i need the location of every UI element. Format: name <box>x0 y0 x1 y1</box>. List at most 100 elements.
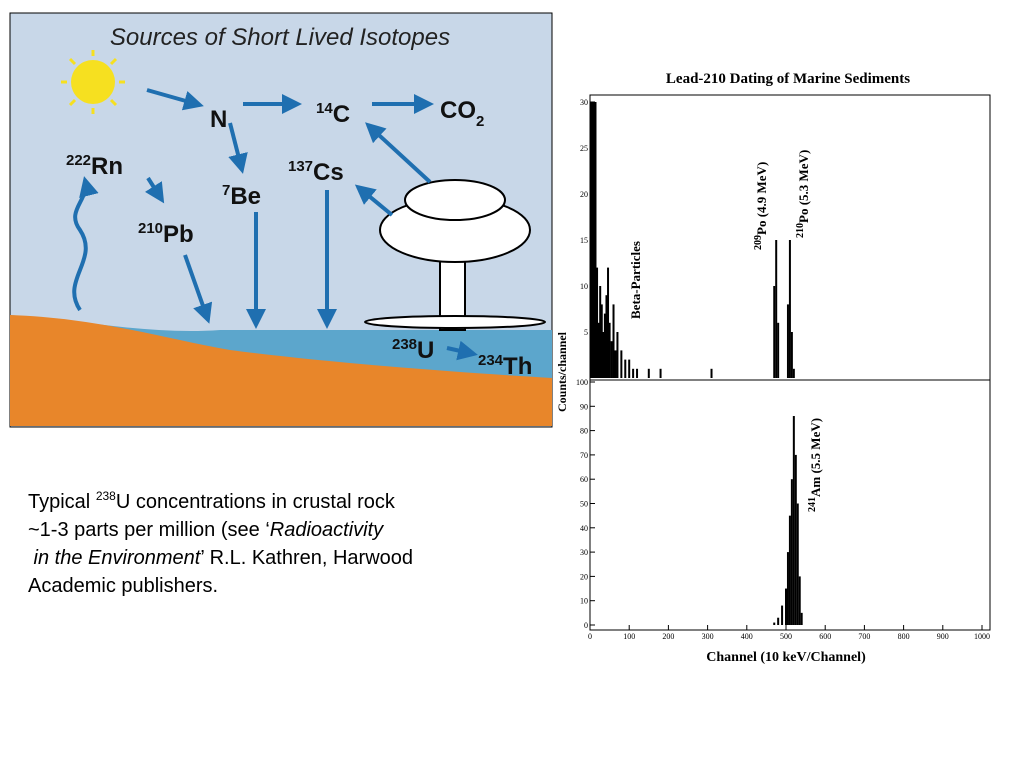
annotation: Beta-Particles <box>628 241 643 319</box>
bar <box>599 286 602 378</box>
bar <box>620 350 623 378</box>
y-tick-label: 80 <box>580 427 588 436</box>
land <box>10 315 552 426</box>
y-tick-label: 30 <box>580 548 588 557</box>
annotation: 210Po (5.3 MeV) <box>795 150 811 238</box>
bar <box>790 332 793 378</box>
y-tick-label: 90 <box>580 402 588 411</box>
node-label: 210Pb <box>138 220 194 248</box>
x-tick-label: 200 <box>662 632 674 641</box>
bar <box>792 416 795 625</box>
mass: 137 <box>288 158 313 175</box>
sun <box>71 60 115 104</box>
bar <box>785 588 787 625</box>
symbol: CO <box>440 97 476 124</box>
x-tick-label: 1000 <box>974 632 990 641</box>
bar <box>786 552 789 625</box>
mass: 238 <box>95 489 116 503</box>
node-label: 137Cs <box>288 158 344 186</box>
node-label: CO2 <box>440 97 484 130</box>
y-tick-label: 60 <box>580 475 588 484</box>
y-tick-label: 30 <box>580 98 588 107</box>
diagram-title: Sources of Short Lived Isotopes <box>110 24 450 51</box>
bar <box>788 240 791 378</box>
bar <box>600 304 603 378</box>
bar <box>792 368 795 378</box>
node-label: 7Be <box>222 182 261 210</box>
y-tick-label: 5 <box>584 328 588 337</box>
x-tick-label: 700 <box>858 632 870 641</box>
bar <box>592 102 595 378</box>
symbol: N <box>210 106 227 133</box>
note-line: in the Environment’ R.L. Kathren, Harwoo… <box>28 544 413 572</box>
y-axis-label: Counts/channel <box>555 331 569 412</box>
mass: 241 <box>807 497 818 512</box>
bar <box>800 612 803 625</box>
bar <box>647 368 650 378</box>
y-tick-label: 15 <box>580 236 588 245</box>
bar <box>607 267 610 378</box>
bar <box>659 368 662 378</box>
symbol: C <box>333 101 350 128</box>
bar <box>614 350 617 378</box>
mass: 210 <box>795 223 806 238</box>
subscript: 2 <box>476 113 484 130</box>
bar <box>773 622 776 625</box>
y-tick-label: 10 <box>580 597 588 606</box>
text: Academic publishers. <box>28 575 219 597</box>
bar <box>798 576 801 625</box>
bar <box>777 322 780 378</box>
mass: 7 <box>222 182 230 199</box>
bar <box>632 368 635 378</box>
text: U concentrations in crustal rock <box>115 491 395 513</box>
annotation-text: Po (4.9 MeV) <box>754 162 769 235</box>
bar <box>777 617 780 625</box>
bar <box>636 368 639 378</box>
y-tick-label: 50 <box>580 500 588 509</box>
spectrum-chart: Lead-210 Dating of Marine Sediments Chan… <box>555 71 991 665</box>
symbol: Cs <box>313 159 344 186</box>
symbol: Rn <box>91 153 123 180</box>
sun-rays <box>61 50 125 114</box>
bar <box>602 332 605 378</box>
bar <box>616 332 619 378</box>
bar <box>589 102 592 378</box>
y-tick-label: 10 <box>580 282 588 291</box>
note-line: ~1-3 parts per million (see ‘Radioactivi… <box>28 516 413 544</box>
bar <box>605 295 608 378</box>
water <box>10 315 552 380</box>
x-tick-label: 100 <box>623 632 635 641</box>
diagram: Sources of Short Lived Isotopes N 14C CO… <box>9 12 553 428</box>
y-tick-label: 20 <box>580 572 588 581</box>
annotation: 209Po (4.9 MeV) <box>753 162 769 250</box>
text: Typical <box>28 491 96 513</box>
symbol: Pb <box>163 221 194 248</box>
mass: 238 <box>392 336 417 353</box>
x-tick-label: 0 <box>588 632 592 641</box>
bar <box>628 359 631 378</box>
bar <box>790 479 793 625</box>
mass: 14 <box>316 100 333 117</box>
symbol: Th <box>503 353 532 380</box>
y-tick-label: 70 <box>580 451 588 460</box>
symbol: U <box>417 337 434 364</box>
note-line: Academic publishers. <box>28 572 413 600</box>
x-tick-label: 800 <box>898 632 910 641</box>
y-tick-label: 100 <box>576 378 588 387</box>
bar <box>624 359 627 378</box>
annotation-text: Po (5.3 MeV) <box>796 150 811 223</box>
annotation: 241Am (5.5 MeV) <box>807 418 823 512</box>
x-tick-label: 600 <box>819 632 831 641</box>
bar <box>788 515 791 625</box>
node-label: 222Rn <box>66 152 123 180</box>
note: Typical 238U concentrations in crustal r… <box>28 488 413 600</box>
bar <box>594 102 597 378</box>
mass: 210 <box>138 220 163 237</box>
bar <box>710 368 713 378</box>
y-tick-label: 0 <box>584 621 588 630</box>
bar <box>794 454 797 625</box>
panel-frame <box>589 379 991 631</box>
y-tick-label: 40 <box>580 524 588 533</box>
bar <box>610 341 613 378</box>
